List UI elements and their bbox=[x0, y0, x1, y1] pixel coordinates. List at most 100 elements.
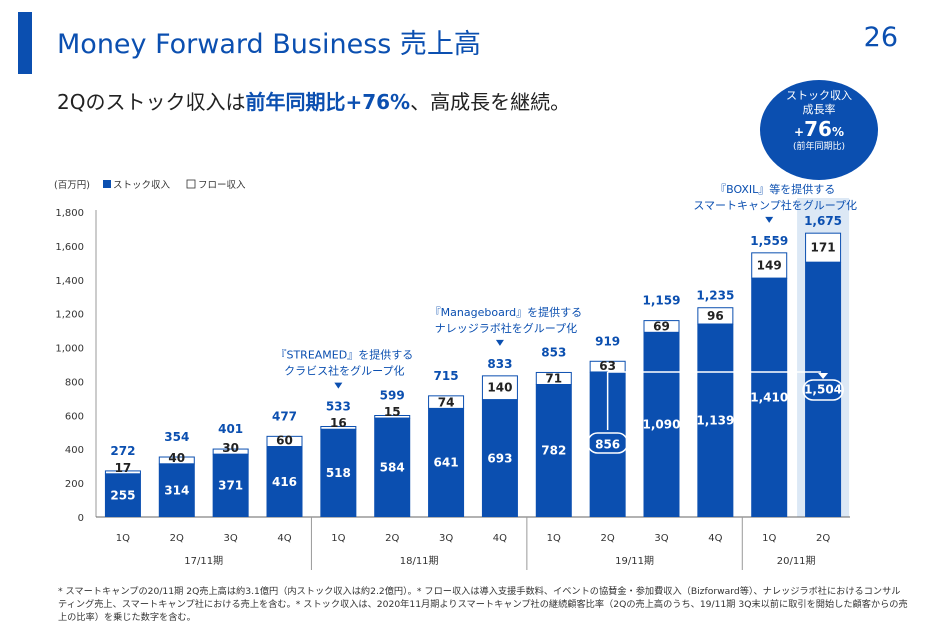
flow-value-label: 71 bbox=[545, 371, 562, 385]
total-value-label: 1,559 bbox=[750, 234, 788, 248]
flow-value-label: 149 bbox=[757, 258, 782, 272]
legend-flow-swatch bbox=[186, 179, 196, 189]
flow-value-label: 171 bbox=[811, 241, 836, 255]
chart-unit-label: (百万円) bbox=[54, 180, 90, 191]
stock-value-label: 1,090 bbox=[643, 418, 681, 432]
badge-value: +76% bbox=[760, 117, 878, 142]
subtitle-post: 、高成長を継続。 bbox=[410, 90, 571, 114]
bar-flow bbox=[535, 371, 572, 385]
bar-flow bbox=[212, 448, 249, 455]
x-period-label: 17/11期 bbox=[184, 555, 223, 567]
x-category-label: 1Q bbox=[762, 533, 776, 544]
stock-value-label: 584 bbox=[380, 461, 405, 475]
bar-stock bbox=[374, 418, 411, 517]
stock-value-label: 856 bbox=[595, 437, 620, 451]
bar-flow bbox=[481, 375, 518, 401]
y-tick-label: 1,400 bbox=[55, 276, 84, 287]
total-value-label: 477 bbox=[272, 409, 297, 423]
badge-line2: 成長率 bbox=[802, 102, 836, 116]
x-category-label: 3Q bbox=[439, 533, 453, 544]
y-tick-label: 200 bbox=[65, 479, 84, 490]
annotation-line: 『STREAMED』を提供する bbox=[275, 348, 413, 362]
total-value-label: 354 bbox=[164, 430, 189, 444]
bar-flow bbox=[697, 307, 734, 325]
bar-stock bbox=[805, 262, 842, 517]
compare-pill-to bbox=[802, 379, 844, 401]
x-category-label: 3Q bbox=[654, 533, 668, 544]
total-value-label: 1,235 bbox=[696, 289, 734, 303]
y-tick-label: 600 bbox=[65, 411, 84, 422]
badge-line1: ストック収入 bbox=[786, 89, 852, 102]
x-period-label: 19/11期 bbox=[615, 555, 654, 567]
bar-flow bbox=[805, 232, 842, 263]
annotation-arrow bbox=[495, 339, 504, 346]
legend-stock-label: ストック収入 bbox=[113, 179, 171, 191]
legend-flow-label: フロー収入 bbox=[198, 179, 246, 191]
annotation-line: 『BOXIL』等を提供する bbox=[715, 182, 835, 196]
flow-value-label: 140 bbox=[487, 381, 512, 395]
bar-stock bbox=[697, 324, 734, 517]
x-category-label: 2Q bbox=[601, 533, 615, 544]
stock-value-label: 693 bbox=[487, 451, 512, 465]
badge-sign: + bbox=[794, 124, 805, 139]
y-tick-label: 1,600 bbox=[55, 242, 84, 253]
bar-flow bbox=[320, 426, 357, 430]
badge-number: 76 bbox=[804, 116, 832, 141]
subtitle-pre: 2Qのストック収入は bbox=[57, 90, 246, 114]
flow-value-label: 40 bbox=[168, 451, 185, 465]
bar-stock bbox=[158, 463, 195, 517]
bar-stock bbox=[320, 429, 357, 517]
stock-value-label: 1,139 bbox=[696, 414, 734, 428]
y-tick-label: 1,800 bbox=[55, 208, 84, 219]
stock-value-label: 1,410 bbox=[750, 391, 788, 405]
bar-flow bbox=[428, 395, 465, 409]
annotation-arrow bbox=[765, 216, 774, 223]
bar-stock bbox=[428, 408, 465, 517]
total-value-label: 1,675 bbox=[804, 214, 842, 228]
total-value-label: 401 bbox=[218, 422, 243, 436]
bar-stock bbox=[266, 446, 303, 517]
total-value-label: 919 bbox=[595, 334, 620, 348]
flow-value-label: 16 bbox=[330, 416, 347, 430]
subtitle-emphasis: 前年同期比+76% bbox=[245, 90, 411, 114]
bar-stock bbox=[212, 454, 249, 517]
footnote: * スマートキャンプの20/11期 2Q売上高は約3.1億円（内ストック収入は約… bbox=[58, 586, 908, 623]
annotation-arrow bbox=[334, 382, 343, 389]
total-value-label: 853 bbox=[541, 345, 566, 359]
stock-value-label: 641 bbox=[434, 456, 459, 470]
stock-value-label: 416 bbox=[272, 475, 297, 489]
x-category-label: 4Q bbox=[277, 533, 291, 544]
flow-value-label: 63 bbox=[599, 359, 616, 373]
total-value-label: 1,159 bbox=[643, 294, 681, 308]
bar-flow bbox=[158, 456, 195, 465]
x-category-label: 2Q bbox=[816, 533, 830, 544]
bar-stock bbox=[751, 278, 788, 517]
stock-value-label: 314 bbox=[164, 483, 189, 497]
page-title: Money Forward Business 売上高 bbox=[57, 29, 481, 60]
flow-value-label: 60 bbox=[276, 434, 293, 448]
total-value-label: 833 bbox=[487, 357, 512, 371]
y-tick-label: 400 bbox=[65, 445, 84, 456]
annotation-line: 『Manageboard』を提供する bbox=[430, 305, 582, 319]
bar-stock bbox=[535, 384, 572, 517]
y-tick-label: 1,200 bbox=[55, 310, 84, 321]
total-value-label: 272 bbox=[110, 444, 135, 458]
page-subtitle: 2Qのストック収入は前年同期比+76%、高成長を継続。 bbox=[57, 86, 570, 115]
x-category-label: 4Q bbox=[493, 533, 507, 544]
y-tick-label: 1,000 bbox=[55, 344, 84, 355]
x-category-label: 4Q bbox=[708, 533, 722, 544]
bar-flow bbox=[643, 320, 680, 333]
bar-flow bbox=[751, 252, 788, 279]
x-period-label: 18/11期 bbox=[400, 555, 439, 567]
comparison-arrow bbox=[818, 372, 829, 379]
flow-value-label: 96 bbox=[707, 309, 724, 323]
x-period-label: 20/11期 bbox=[777, 555, 816, 567]
stock-value-label: 255 bbox=[110, 488, 135, 502]
bar-flow bbox=[104, 470, 141, 475]
annotation-line: ナレッジラボ社をグループ化 bbox=[435, 321, 577, 335]
y-tick-label: 0 bbox=[78, 513, 84, 524]
x-category-label: 1Q bbox=[547, 533, 561, 544]
flow-value-label: 17 bbox=[115, 461, 132, 475]
badge-unit: % bbox=[831, 124, 844, 139]
page-number: 26 bbox=[863, 22, 898, 53]
